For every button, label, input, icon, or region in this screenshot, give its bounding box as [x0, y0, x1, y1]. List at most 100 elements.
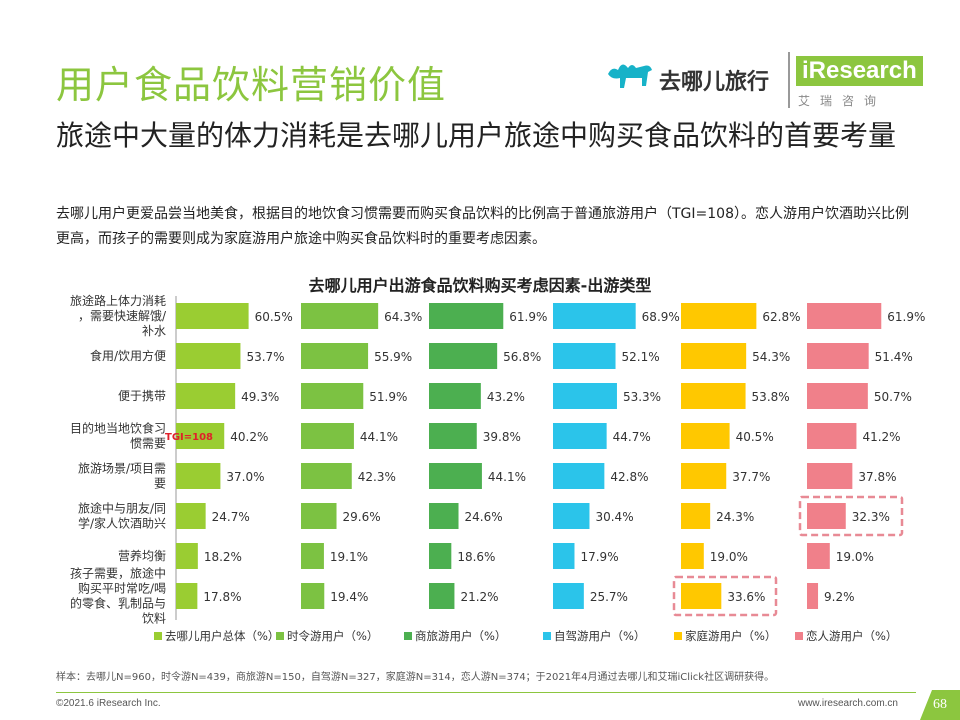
bar	[553, 583, 584, 609]
legend-swatch	[276, 632, 284, 640]
bar	[176, 303, 249, 329]
data-label: 44.1%	[488, 470, 526, 484]
bar	[301, 423, 354, 449]
data-label: 62.8%	[762, 310, 800, 324]
legend-swatch	[404, 632, 412, 640]
bar	[553, 343, 616, 369]
data-label: 9.2%	[824, 590, 855, 604]
bar	[176, 463, 221, 489]
data-label: 61.9%	[509, 310, 547, 324]
description: 去哪儿用户更爱品尝当地美食，根据目的地饮食习惯需要而购买食品饮料的比例高于普通旅…	[56, 206, 909, 247]
legend-swatch	[154, 632, 162, 640]
bar	[176, 503, 206, 529]
tgi-annotation: TGI=108	[165, 432, 213, 443]
qunar-logo-text: 去哪儿旅行	[659, 70, 770, 95]
bar	[807, 463, 853, 489]
bar	[553, 383, 617, 409]
bar	[681, 383, 746, 409]
data-label: 24.6%	[465, 510, 503, 524]
bar-chart: 旅途路上体力消耗，需要快速解饿/补水食用/饮用方便便于携带目的地当地饮食习惯需要…	[70, 293, 925, 643]
bar	[429, 583, 455, 609]
data-label: 56.8%	[503, 350, 541, 364]
data-label: 42.3%	[358, 470, 396, 484]
data-label: 68.9%	[642, 310, 680, 324]
bar	[429, 503, 459, 529]
bar	[176, 343, 241, 369]
data-label: 18.6%	[457, 550, 495, 564]
data-label: 42.8%	[610, 470, 648, 484]
data-label: 55.9%	[374, 350, 412, 364]
data-label: 39.8%	[483, 430, 521, 444]
legend-label: 自驾游用户（%）	[554, 629, 645, 643]
data-label: 53.8%	[752, 390, 790, 404]
legend-label: 商旅游用户（%）	[415, 629, 506, 643]
data-label: 41.2%	[862, 430, 900, 444]
website: www.iresearch.com.cn	[797, 698, 898, 709]
category-label: 食用/饮用方便	[90, 348, 166, 363]
logo-divider	[788, 52, 790, 108]
bar	[176, 383, 236, 409]
iresearch-logo: iResearch 艾瑞咨询	[796, 56, 923, 112]
data-label: 19.0%	[710, 550, 748, 564]
category-label: 目的地当地饮食习惯需要	[70, 421, 166, 451]
bar	[301, 543, 324, 569]
bar	[176, 423, 225, 449]
data-label: 33.6%	[727, 590, 765, 604]
data-label: 53.3%	[623, 390, 661, 404]
bar	[429, 543, 452, 569]
data-label: 19.4%	[330, 590, 368, 604]
bar	[429, 463, 482, 489]
iresearch-logo-cn: 艾瑞咨询	[798, 94, 887, 108]
bar	[807, 383, 868, 409]
data-label: 54.3%	[752, 350, 790, 364]
data-label: 50.7%	[874, 390, 912, 404]
page-title: 用户食品饮料营销价值	[56, 63, 447, 107]
data-label: 64.3%	[384, 310, 422, 324]
bar	[553, 423, 607, 449]
bar	[807, 583, 819, 609]
legend-label: 恋人游用户（%）	[806, 629, 897, 643]
bar	[301, 343, 369, 369]
highlight-box	[672, 575, 778, 617]
bar	[301, 303, 379, 329]
bar	[681, 343, 747, 369]
data-label: 25.7%	[590, 590, 628, 604]
data-label: 24.7%	[212, 510, 250, 524]
bar	[553, 463, 605, 489]
category-label: 便于携带	[118, 388, 166, 403]
bar	[429, 423, 477, 449]
bar	[301, 463, 352, 489]
data-label: 43.2%	[487, 390, 525, 404]
camel-icon	[608, 64, 652, 88]
category-label: 旅游场景/项目需要	[78, 462, 166, 491]
data-label: 40.2%	[230, 430, 268, 444]
data-label: 40.5%	[736, 430, 774, 444]
footer-divider	[56, 692, 916, 693]
data-label: 19.0%	[836, 550, 874, 564]
data-label: 24.3%	[716, 510, 754, 524]
data-label: 37.8%	[858, 470, 896, 484]
page-number: 68	[920, 690, 960, 720]
bar	[681, 303, 757, 329]
chart-title: 去哪儿用户出游食品饮料购买考虑因素-出游类型	[308, 276, 652, 295]
bar	[807, 543, 830, 569]
bar	[681, 503, 711, 529]
legend-swatch	[543, 632, 551, 640]
data-label: 53.7%	[246, 350, 284, 364]
data-label: 49.3%	[241, 390, 279, 404]
data-label: 61.9%	[887, 310, 925, 324]
bar	[807, 503, 846, 529]
bar	[429, 383, 481, 409]
data-label: 51.9%	[369, 390, 407, 404]
data-label: 21.2%	[460, 590, 498, 604]
bar	[681, 583, 722, 609]
bar	[553, 543, 575, 569]
data-label: 37.0%	[226, 470, 264, 484]
bar	[176, 583, 198, 609]
legend-label: 家庭游用户（%）	[685, 629, 776, 643]
data-label: 44.1%	[360, 430, 398, 444]
data-label: 60.5%	[255, 310, 293, 324]
highlight-box	[798, 495, 904, 537]
data-label: 29.6%	[343, 510, 381, 524]
bar	[681, 463, 727, 489]
